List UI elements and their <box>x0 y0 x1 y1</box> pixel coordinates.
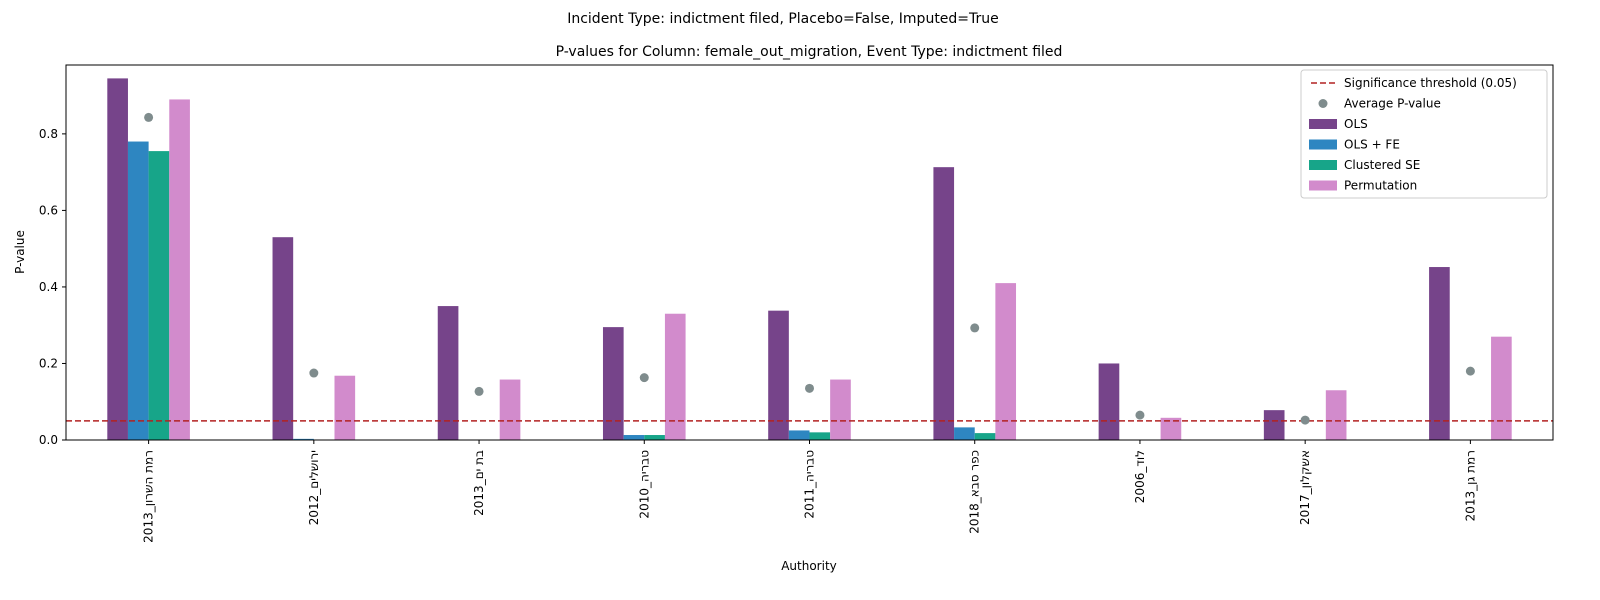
bar <box>107 78 128 441</box>
legend-series-label: Permutation <box>1344 179 1417 193</box>
legend-average-label: Average P-value <box>1344 97 1441 111</box>
x-tick-label: כפר סבא_2018 <box>968 450 982 534</box>
bar <box>1263 410 1285 440</box>
x-tick-label: טבריה_2010 <box>637 450 651 519</box>
x-tick-label: רמת השרון_2013 <box>142 450 156 543</box>
y-tick-label: 0.4 <box>39 280 58 294</box>
average-point <box>1465 366 1475 376</box>
legend-average-swatch <box>1318 99 1328 108</box>
bar <box>644 435 665 440</box>
bar <box>954 427 975 440</box>
legend-series-swatch <box>1309 139 1337 150</box>
bar <box>1325 390 1347 440</box>
bar <box>148 151 170 441</box>
average-point <box>474 386 484 396</box>
bar <box>995 283 1017 440</box>
legend-series-label: Clustered SE <box>1344 158 1420 172</box>
legend-series-swatch <box>1309 160 1337 170</box>
average-point <box>639 373 649 383</box>
bar <box>293 438 314 440</box>
x-tick-label: אשקלון_2017 <box>1298 450 1312 525</box>
x-tick-label: בת ים_2013 <box>472 450 486 516</box>
bar <box>1491 336 1512 440</box>
bar <box>830 379 851 440</box>
y-tick-label: 0.6 <box>39 203 58 217</box>
x-tick-label: רמת גן_2013 <box>1463 450 1477 521</box>
bar <box>1160 417 1182 440</box>
legend-threshold-label: Significance threshold (0.05) <box>1344 76 1517 90</box>
bar <box>127 141 149 440</box>
bar <box>974 433 996 440</box>
bar <box>1098 363 1120 440</box>
bar <box>272 237 294 440</box>
legend-box <box>1300 69 1548 199</box>
bar <box>334 375 356 440</box>
x-axis-label: Authority <box>781 559 837 573</box>
bar <box>664 313 686 440</box>
chart-suptitle: Incident Type: indictment filed, Placebo… <box>567 11 999 27</box>
average-point <box>970 323 980 333</box>
x-tick-label: לוד_2006 <box>1133 450 1147 503</box>
legend-series-label: OLS <box>1344 117 1368 131</box>
plot-area: 0.0 0.2 0.4 0.6 0.8 רמת השרון_2013 ירושלים_201… <box>39 64 1554 543</box>
y-tick-label: 0.0 <box>39 433 58 447</box>
average-point <box>309 368 319 378</box>
bar <box>768 310 789 440</box>
average-point <box>805 383 814 393</box>
x-tick-label: טבריה_2011 <box>803 450 817 519</box>
bar <box>788 430 810 440</box>
y-axis-label: P-value <box>13 230 27 274</box>
legend-series-label: OLS + FE <box>1344 138 1400 152</box>
y-tick-label: 0.2 <box>39 356 58 370</box>
bar <box>169 99 190 440</box>
bar <box>602 327 624 440</box>
y-tick-label: 0.8 <box>39 127 58 141</box>
average-point <box>1300 415 1310 425</box>
bar <box>809 432 831 440</box>
chart-title: P-values for Column: female_out_migratio… <box>556 44 1063 60</box>
bar <box>499 379 521 440</box>
average-point <box>1135 410 1145 420</box>
bar <box>1429 267 1450 440</box>
bar <box>437 306 459 440</box>
average-point <box>144 112 154 122</box>
legend-series-swatch <box>1309 180 1337 191</box>
legend-series-swatch <box>1309 119 1337 129</box>
bar <box>933 167 955 440</box>
x-tick-label: ירושלים_2012 <box>307 450 321 525</box>
bar <box>623 435 645 440</box>
